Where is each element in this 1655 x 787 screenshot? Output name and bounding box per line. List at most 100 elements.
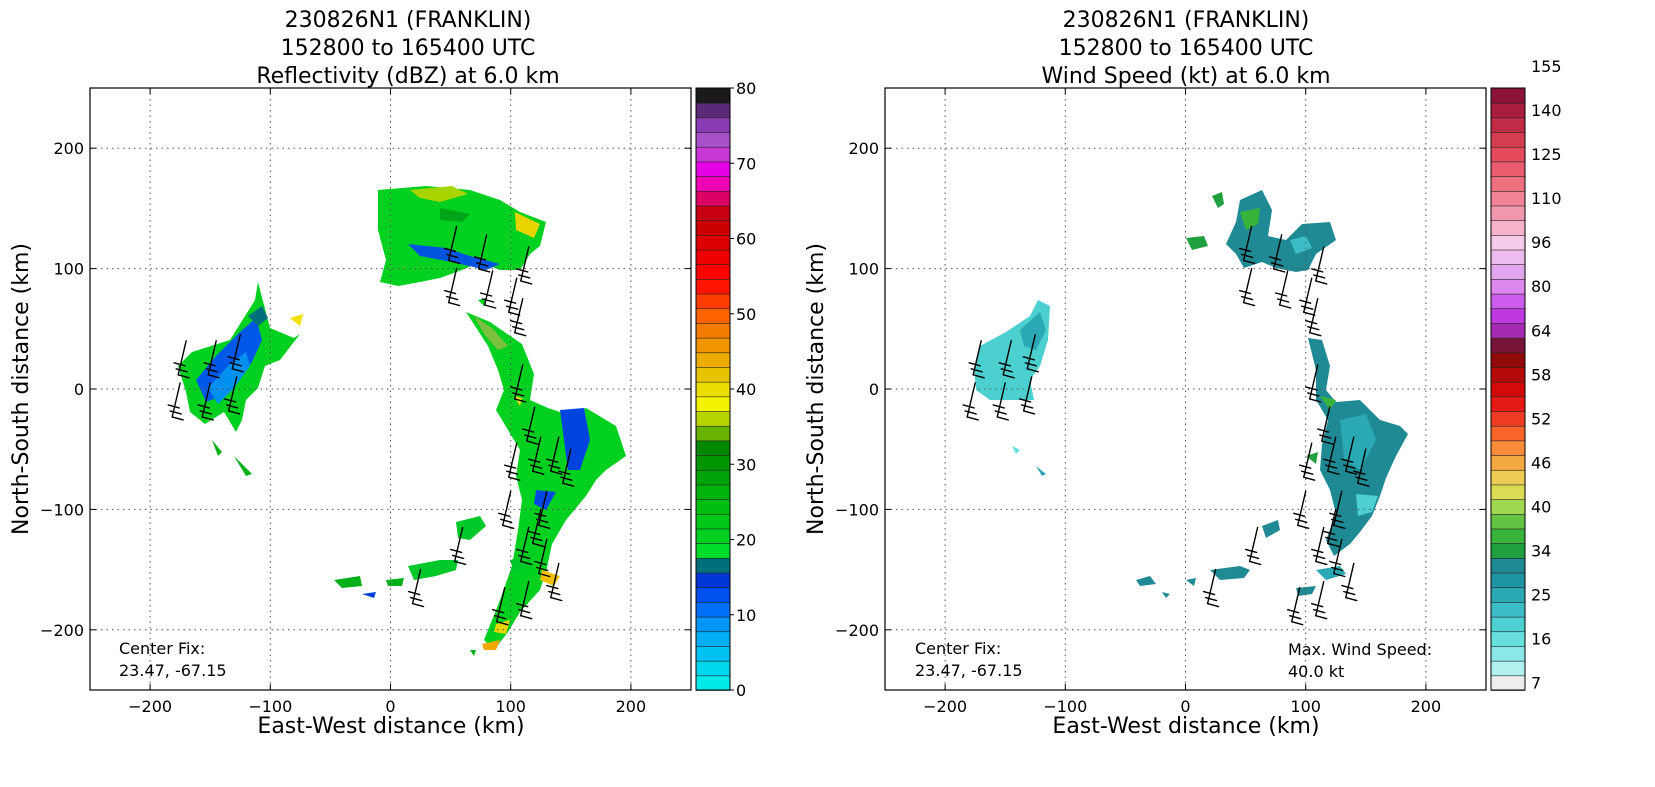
wind-barb-26 <box>1202 568 1220 608</box>
reflectivity-center-fix-label: Center Fix: <box>119 639 205 658</box>
reflectivity-axis-ticks: −200 −100 0 100 200 −200 −100 0 100 200 <box>40 88 691 716</box>
colorbar-segment-5 <box>1490 601 1526 618</box>
wind-barb-19 <box>1292 490 1310 530</box>
colorbar-label-14: 155 <box>1531 57 1562 76</box>
colorbar-segment-35 <box>695 161 731 177</box>
wind-axis-ticks: −200 −100 0 100 200 −200 −100 0 100 200 <box>835 88 1486 716</box>
wind-colorbar: 7 16 25 34 40 46 52 58 64 80 96 110 125 140 155 <box>1490 57 1562 693</box>
wind-barb-2 <box>223 376 241 415</box>
colorbar-segment-3 <box>1490 630 1526 647</box>
colorbar-segment-32 <box>1490 205 1526 221</box>
wind-title-line-1: 230826N1 (FRANKLIN) <box>1063 8 1310 33</box>
wind-barb-15 <box>1323 436 1340 475</box>
colorbar-segment-8 <box>1490 557 1526 574</box>
wind-barb-9 <box>443 267 461 307</box>
colorbar-label-4: 40 <box>1531 497 1551 516</box>
wind-barb-11 <box>504 277 521 316</box>
colorbar-segment-25 <box>695 307 731 324</box>
wind-barb-12 <box>1305 298 1322 337</box>
colorbar-segment-27 <box>1490 278 1526 295</box>
colorbar-segment-1 <box>695 660 731 677</box>
reflectivity-center-fix-value: 23.47, -67.15 <box>119 661 227 680</box>
colorbar-segment-29 <box>1490 249 1526 265</box>
colorbar-segment-17 <box>695 425 731 442</box>
colorbar-segment-7 <box>695 572 731 589</box>
colorbar-label-9: 80 <box>1531 277 1551 296</box>
x-tick-label-2: 0 <box>1180 697 1190 716</box>
colorbar-label-6: 52 <box>1531 409 1551 428</box>
max-wind-speed-label: Max. Wind Speed: <box>1288 640 1432 659</box>
colorbar-segment-13 <box>1490 484 1526 500</box>
wind-barb-14 <box>1317 406 1334 445</box>
wind-grid <box>885 88 1486 690</box>
colorbar-segment-12 <box>695 498 731 515</box>
colorbar-segment-30 <box>1490 234 1526 251</box>
y-tick-label-4: 200 <box>848 139 879 158</box>
wind-barb-26 <box>407 568 425 608</box>
colorbar-segment-21 <box>1490 366 1526 383</box>
colorbar-segment-4 <box>1490 616 1526 633</box>
wind-barb-21 <box>528 508 545 548</box>
wind-barb-2 <box>1018 376 1036 415</box>
wind-barb-22 <box>1311 526 1328 566</box>
colorbar-segment-19 <box>1490 396 1526 412</box>
colorbar-label-8: 64 <box>1531 321 1551 340</box>
colorbar-label-3: 34 <box>1531 542 1551 561</box>
colorbar-segment-15 <box>695 454 731 471</box>
colorbar-label-13: 140 <box>1531 101 1562 120</box>
wind-barb-24 <box>1341 562 1358 602</box>
wind-barb-4 <box>998 340 1015 379</box>
colorbar-segment-15 <box>1490 454 1526 471</box>
wind-barb-6 <box>443 225 461 265</box>
colorbar-segment-2 <box>695 645 731 662</box>
wind-x-axis-label: East-West distance (km) <box>1052 714 1319 739</box>
wind-barb-15 <box>528 436 545 475</box>
colorbar-segment-18 <box>1490 410 1526 427</box>
colorbar-segment-18 <box>695 410 731 427</box>
colorbar-segment-39 <box>1490 102 1526 119</box>
colorbar-segment-26 <box>1490 293 1526 310</box>
colorbar-segment-26 <box>695 293 731 310</box>
colorbar-segment-0 <box>1490 675 1526 691</box>
wind-center-fix-value: 23.47, -67.15 <box>915 661 1023 680</box>
colorbar-label-0: 0 <box>736 681 746 700</box>
wind-center-fix-label: Center Fix: <box>915 639 1001 658</box>
colorbar-segment-9 <box>695 542 731 559</box>
wind-barb-5 <box>227 334 244 373</box>
reflectivity-grid <box>90 88 691 690</box>
colorbar-segment-17 <box>1490 425 1526 442</box>
colorbar-frame <box>1490 87 1526 691</box>
colorbar-label-3: 30 <box>736 455 756 474</box>
wind-barb-25 <box>449 526 467 566</box>
y-tick-label-1: −100 <box>40 500 84 519</box>
wind-barb-3 <box>173 340 190 379</box>
x-tick-label-1: −100 <box>248 697 292 716</box>
reflectivity-wind-barbs <box>167 225 575 626</box>
colorbar-segment-25 <box>1490 307 1526 324</box>
reflectivity-echo-field <box>178 186 626 656</box>
colorbar-segment-5 <box>695 601 731 618</box>
colorbar-label-1: 10 <box>736 606 756 625</box>
x-tick-label-4: 200 <box>616 697 647 716</box>
colorbar-segment-16 <box>1490 440 1526 456</box>
colorbar-segment-7 <box>1490 572 1526 589</box>
wind-barb-18 <box>1353 448 1370 487</box>
colorbar-segment-14 <box>1490 469 1526 486</box>
wind-barb-14 <box>522 406 539 445</box>
wind-speed-field <box>974 190 1408 598</box>
colorbar-segment-27 <box>695 278 731 295</box>
wind-barb-7 <box>1268 234 1286 273</box>
colorbar-segment-8 <box>695 557 731 574</box>
colorbar-segment-4 <box>695 616 731 633</box>
wind-barb-1 <box>992 382 1009 421</box>
wind-barb-9 <box>1238 267 1256 307</box>
x-tick-label-3: 100 <box>1290 697 1321 716</box>
y-tick-label-0: −200 <box>40 621 84 640</box>
colorbar-segment-19 <box>695 396 731 412</box>
colorbar-label-5: 50 <box>736 305 756 324</box>
reflectivity-title-line-2: 152800 to 165400 UTC <box>281 36 536 61</box>
colorbar-segment-37 <box>1490 131 1526 148</box>
wind-barb-10 <box>1274 270 1292 309</box>
wind-wind-barbs <box>962 225 1370 626</box>
